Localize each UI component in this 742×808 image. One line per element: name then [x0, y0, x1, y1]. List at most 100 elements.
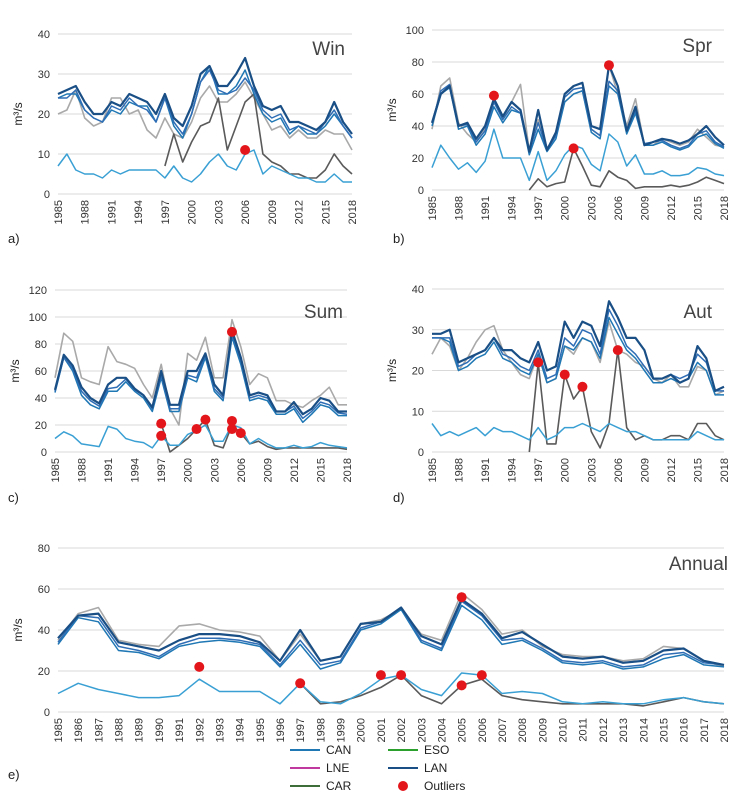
panel-title: Aut — [683, 302, 712, 323]
series-line-low — [57, 149, 352, 183]
y-tick-label: 0 — [44, 707, 50, 719]
series-line-car — [528, 349, 725, 453]
x-tick-label: 2003 — [586, 458, 598, 482]
series-line-can — [57, 604, 725, 670]
outlier-point — [226, 415, 237, 426]
outlier-point — [456, 680, 467, 691]
x-tick-label: 2004 — [436, 718, 448, 742]
x-tick-label: 1996 — [275, 718, 287, 742]
y-tick-label: 100 — [29, 312, 47, 324]
x-tick-label: 2007 — [497, 718, 509, 742]
x-tick-label: 2009 — [262, 458, 274, 482]
x-tick-label: 1998 — [315, 718, 327, 742]
legend-label: CAR — [326, 779, 352, 793]
panel-sum: 0 20 40 60 80 100 120 1985 1988 1991 1994 1997 2000 2… — [8, 285, 354, 505]
x-tick-label: 2006 — [240, 200, 252, 224]
legend-item-car: CAR — [290, 779, 352, 793]
y-axis-label: m³/s — [8, 359, 22, 382]
series-line-lne — [57, 81, 353, 151]
x-tick-label: 2015 — [315, 458, 327, 482]
x-tick-label: 2006 — [477, 718, 489, 742]
x-tick-label: 2000 — [183, 458, 195, 482]
outlier-point — [200, 414, 211, 425]
panel-aut: 0 10 20 30 40 1985 1988 1991 1994 1997 2000 2003 200… — [385, 284, 731, 505]
x-tick-label: 1994 — [133, 200, 145, 224]
x-tick-label: 1986 — [73, 718, 85, 742]
x-tick-label: 1991 — [103, 458, 115, 482]
y-tick-label: 0 — [418, 447, 424, 459]
series-line-car — [164, 93, 353, 179]
x-tick-label: 2018 — [719, 458, 731, 482]
x-tick-label: 1994 — [130, 458, 142, 482]
y-tick-label: 60 — [38, 584, 50, 596]
x-tick-label: 2016 — [679, 718, 691, 742]
x-tick-label: 2000 — [187, 200, 199, 224]
y-tick-label: 0 — [44, 189, 50, 201]
x-tick-label: 1988 — [80, 200, 92, 224]
x-tick-label: 2003 — [209, 458, 221, 482]
legend-label: Outliers — [424, 779, 465, 793]
x-tick-label: 2008 — [517, 718, 529, 742]
x-tick-label: 2006 — [236, 458, 248, 482]
y-tick-label: 0 — [418, 185, 424, 197]
series-line-lan — [57, 598, 725, 666]
x-tick-label: 1994 — [235, 718, 247, 742]
outlier-point — [156, 418, 167, 429]
outlier-point — [191, 424, 202, 435]
series-line-car — [299, 674, 725, 707]
x-tick-label: 1991 — [106, 200, 118, 224]
x-tick-label: 2013 — [618, 718, 630, 742]
y-tick-label: 40 — [38, 29, 50, 41]
panel-title: Annual — [669, 554, 728, 575]
series-line-eso — [57, 600, 725, 668]
x-tick-label: 2009 — [267, 200, 279, 224]
outlier-point — [488, 90, 499, 101]
y-tick-label: 0 — [41, 447, 47, 459]
panel-label: c) — [8, 490, 19, 505]
x-tick-label: 1988 — [77, 458, 89, 482]
outlier-point — [235, 428, 246, 439]
series-line-eso — [431, 80, 725, 153]
y-tick-label: 120 — [29, 285, 47, 297]
x-tick-label: 2012 — [666, 196, 678, 220]
x-tick-label: 1992 — [194, 718, 206, 742]
y-tick-label: 40 — [412, 121, 424, 133]
x-tick-label: 2018 — [342, 458, 354, 482]
outlier-point — [568, 143, 579, 154]
x-tick-label: 1994 — [507, 196, 519, 220]
x-tick-label: 2018 — [719, 718, 731, 742]
y-axis-label: m³/s — [385, 359, 399, 382]
x-tick-label: 2001 — [376, 718, 388, 742]
y-axis-label: m³/s — [11, 618, 25, 641]
series-line-can — [431, 85, 725, 156]
series-line-lan — [430, 64, 725, 153]
x-tick-label: 2012 — [289, 458, 301, 482]
panel-title: Spr — [682, 36, 712, 57]
series-line-car — [528, 147, 725, 191]
y-tick-label: 20 — [38, 666, 50, 678]
legend-swatch — [398, 781, 408, 791]
panel-label: d) — [393, 490, 405, 505]
outlier-point — [603, 60, 614, 71]
outlier-point — [226, 424, 237, 435]
series-line-lne — [54, 318, 347, 426]
series-line-lan — [57, 56, 353, 135]
x-tick-label: 2009 — [537, 718, 549, 742]
y-tick-label: 20 — [412, 366, 424, 378]
x-tick-label: 2003 — [213, 200, 225, 224]
x-tick-label: 1997 — [533, 458, 545, 482]
x-tick-label: 2005 — [457, 718, 469, 742]
y-tick-label: 80 — [38, 543, 50, 555]
x-tick-label: 1999 — [336, 718, 348, 742]
x-tick-label: 2000 — [560, 458, 572, 482]
x-tick-label: 2000 — [560, 196, 572, 220]
y-tick-label: 100 — [406, 25, 424, 37]
x-tick-label: 2014 — [638, 718, 650, 742]
x-tick-label: 1991 — [480, 458, 492, 482]
panel-spr: 0 20 40 60 80 100 1985 1988 1991 1994 1997 2000 2003… — [385, 25, 731, 246]
x-tick-label: 1997 — [533, 196, 545, 220]
x-tick-label: 1997 — [156, 458, 168, 482]
x-tick-label: 2015 — [692, 196, 704, 220]
legend-label: LNE — [326, 761, 349, 775]
